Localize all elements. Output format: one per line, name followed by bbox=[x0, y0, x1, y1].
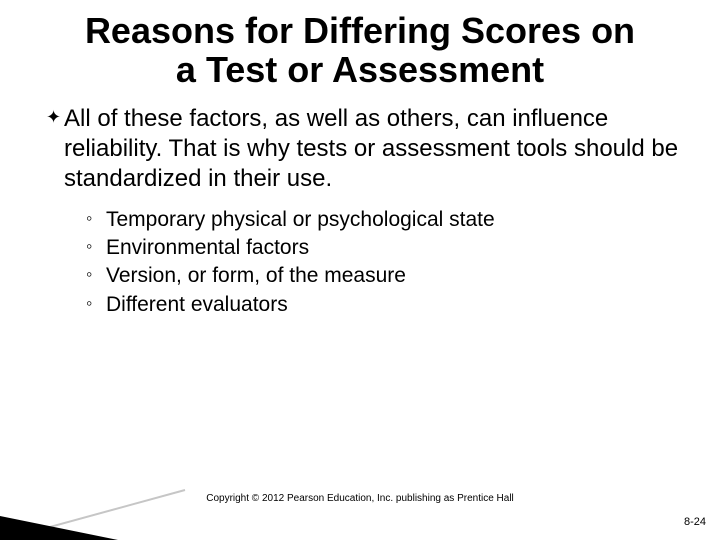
sub-item-text: Different evaluators bbox=[106, 291, 288, 318]
sub-bullet-icon: ◦ bbox=[86, 291, 106, 315]
sub-bullet-icon: ◦ bbox=[86, 234, 106, 258]
sub-item-text: Environmental factors bbox=[106, 234, 309, 261]
sub-bullet-icon: ◦ bbox=[86, 262, 106, 286]
sub-item-text: Temporary physical or psychological stat… bbox=[106, 206, 495, 233]
sub-bullet-icon: ◦ bbox=[86, 206, 106, 230]
accent-triangle bbox=[0, 516, 118, 540]
list-item: ◦ Different evaluators bbox=[86, 291, 684, 318]
sub-list: ◦ Temporary physical or psychological st… bbox=[46, 206, 684, 318]
list-item: ◦ Temporary physical or psychological st… bbox=[86, 206, 684, 233]
main-bullet-row: ✦ All of these factors, as well as other… bbox=[46, 104, 684, 194]
copyright-text: Copyright © 2012 Pearson Education, Inc.… bbox=[0, 493, 720, 504]
slide-container: Reasons for Differing Scores on a Test o… bbox=[0, 0, 720, 540]
slide-title: Reasons for Differing Scores on a Test o… bbox=[80, 12, 640, 90]
main-body-text: All of these factors, as well as others,… bbox=[64, 104, 684, 194]
page-number: 8-24 bbox=[684, 516, 706, 528]
sub-item-text: Version, or form, of the measure bbox=[106, 262, 406, 289]
list-item: ◦ Environmental factors bbox=[86, 234, 684, 261]
body-block: ✦ All of these factors, as well as other… bbox=[36, 104, 684, 318]
main-bullet-icon: ✦ bbox=[46, 104, 64, 129]
corner-accent-icon bbox=[0, 480, 190, 540]
list-item: ◦ Version, or form, of the measure bbox=[86, 262, 684, 289]
